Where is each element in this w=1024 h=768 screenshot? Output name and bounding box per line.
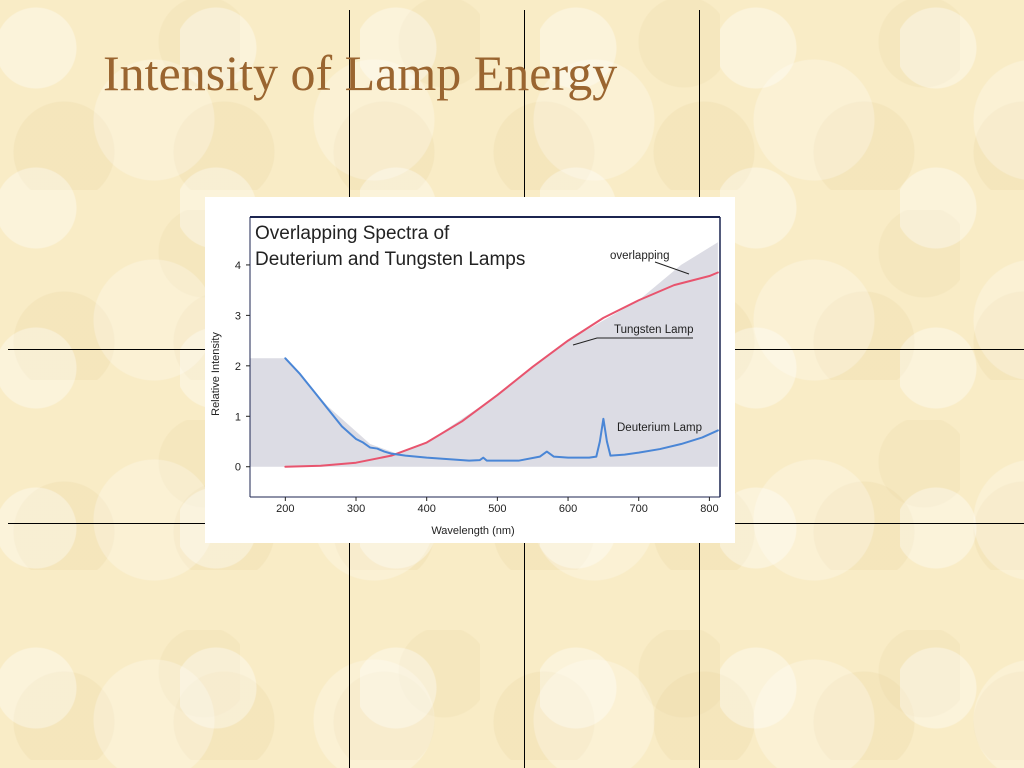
x-tick-label-400: 400 bbox=[418, 503, 436, 515]
y-tick-label-4: 4 bbox=[235, 260, 241, 272]
annotation-overlapping-leader bbox=[654, 261, 690, 275]
x-tick-label-600: 600 bbox=[559, 503, 577, 515]
overlap-region bbox=[250, 242, 718, 467]
x-axis-label: Wavelength (nm) bbox=[431, 525, 514, 537]
y-axis-label: Relative Intensity bbox=[210, 332, 222, 416]
deuterium-lamp-line bbox=[284, 357, 719, 462]
x-tick-label-700: 700 bbox=[630, 503, 648, 515]
y-tick-label-3: 3 bbox=[235, 310, 241, 322]
chart-title-line-2: Deuterium and Tungsten Lamps bbox=[255, 249, 525, 270]
annotation-overlapping: overlapping bbox=[610, 250, 669, 262]
annotation-tungsten-leader bbox=[572, 337, 693, 346]
x-tick-label-300: 300 bbox=[347, 503, 365, 515]
spectra-chart: Overlapping Spectra of Deuterium and Tun… bbox=[210, 216, 721, 537]
y-tick-label-1: 1 bbox=[235, 411, 241, 423]
x-tick-label-500: 500 bbox=[488, 503, 506, 515]
tungsten-lamp-line bbox=[284, 271, 719, 468]
x-tick-label-200: 200 bbox=[276, 503, 294, 515]
x-tick-label-800: 800 bbox=[700, 503, 718, 515]
slide-title: Intensity of Lamp Energy bbox=[103, 45, 618, 101]
chart-panel: Overlapping Spectra of Deuterium and Tun… bbox=[205, 197, 735, 543]
annotation-deuterium-lamp: Deuterium Lamp bbox=[617, 422, 702, 434]
chart-title-line-1: Overlapping Spectra of bbox=[255, 223, 450, 244]
y-tick-label-0: 0 bbox=[235, 462, 241, 474]
y-tick-label-2: 2 bbox=[235, 361, 241, 373]
annotation-tungsten-lamp: Tungsten Lamp bbox=[614, 324, 693, 336]
